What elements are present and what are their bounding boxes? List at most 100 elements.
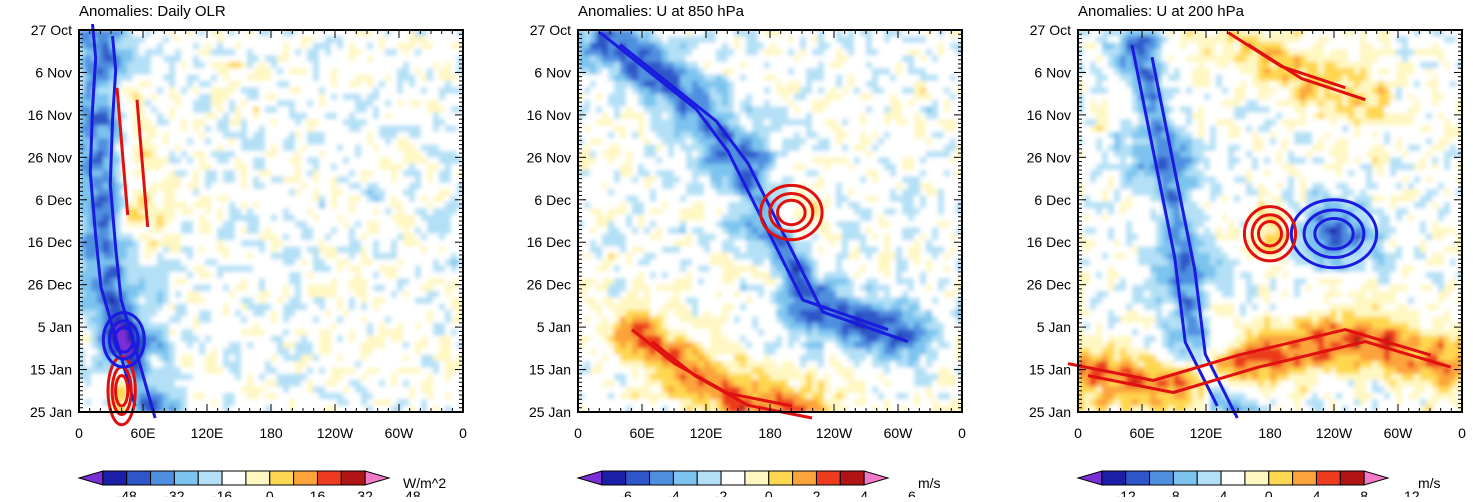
heatmap-cell <box>205 399 212 406</box>
heatmap-cell <box>313 348 320 355</box>
heatmap-cell <box>680 106 687 113</box>
heatmap-cell <box>277 227 284 234</box>
heatmap-cell <box>433 126 440 133</box>
heatmap-cell <box>301 304 308 311</box>
heatmap-cell <box>373 68 380 75</box>
heatmap-cell <box>301 145 308 152</box>
heatmap-cell <box>295 87 302 94</box>
heatmap-cell <box>301 234 308 241</box>
heatmap-cell <box>259 266 266 273</box>
heatmap-cell <box>175 253 182 260</box>
heatmap-cell <box>349 272 356 279</box>
heatmap-cell <box>229 367 236 374</box>
heatmap-cell <box>277 297 284 304</box>
heatmap-cell <box>217 399 224 406</box>
heatmap-cell <box>127 259 134 266</box>
heatmap-cell <box>884 68 891 75</box>
heatmap-cell <box>337 55 344 62</box>
heatmap-cell <box>794 87 801 94</box>
heatmap-cell <box>265 304 272 311</box>
heatmap-cell <box>175 329 182 336</box>
heatmap-cell <box>253 164 260 171</box>
heatmap-cell <box>409 100 416 107</box>
heatmap-cell <box>127 68 134 75</box>
heatmap-cell <box>283 342 290 349</box>
heatmap-cell <box>782 68 789 75</box>
heatmap-cell <box>385 157 392 164</box>
heatmap-cell <box>289 94 296 101</box>
heatmap-cell <box>307 36 314 43</box>
heatmap-cell <box>728 81 735 88</box>
heatmap-cell <box>343 399 350 406</box>
heatmap-cell <box>247 100 254 107</box>
heatmap-cell <box>644 55 651 62</box>
heatmap-cell <box>253 221 260 228</box>
heatmap-cell <box>349 387 356 394</box>
heatmap-cell <box>397 259 404 266</box>
heatmap-cell <box>415 75 422 82</box>
heatmap-cell <box>752 106 759 113</box>
heatmap-cell <box>680 81 687 88</box>
heatmap-cell <box>614 55 621 62</box>
heatmap-cell <box>361 151 368 158</box>
heatmap-cell <box>307 304 314 311</box>
heatmap-cell <box>97 94 104 101</box>
heatmap-cell <box>313 297 320 304</box>
heatmap-cell <box>139 272 146 279</box>
heatmap-cell <box>872 94 879 101</box>
heatmap-cell <box>349 259 356 266</box>
heatmap-cell <box>223 202 230 209</box>
heatmap-cell <box>722 36 729 43</box>
heatmap-cell <box>241 196 248 203</box>
heatmap-cell <box>361 164 368 171</box>
heatmap-cell <box>331 227 338 234</box>
heatmap-cell <box>602 55 609 62</box>
heatmap-cell <box>253 81 260 88</box>
heatmap-cell <box>247 157 254 164</box>
heatmap-cell <box>872 49 879 56</box>
heatmap-cell <box>451 215 458 222</box>
heatmap-cell <box>337 75 344 82</box>
heatmap-cell <box>938 68 945 75</box>
heatmap-cell <box>403 68 410 75</box>
heatmap-cell <box>277 132 284 139</box>
heatmap-cell <box>914 62 921 69</box>
heatmap-cell <box>379 317 386 324</box>
heatmap-cell <box>139 259 146 266</box>
heatmap-cell <box>331 202 338 209</box>
heatmap-cell <box>157 157 164 164</box>
heatmap-cell <box>385 374 392 381</box>
heatmap-cell <box>241 374 248 381</box>
heatmap-cell <box>373 75 380 82</box>
heatmap-cell <box>451 62 458 69</box>
heatmap-cell <box>289 189 296 196</box>
heatmap-cell <box>205 329 212 336</box>
heatmap-cell <box>169 100 176 107</box>
heatmap-cell <box>421 81 428 88</box>
heatmap-cell <box>325 215 332 222</box>
heatmap-cell <box>283 266 290 273</box>
heatmap-cell <box>211 329 218 336</box>
heatmap-cell <box>926 49 933 56</box>
heatmap-cell <box>692 49 699 56</box>
heatmap-cell <box>277 36 284 43</box>
heatmap-cell <box>241 348 248 355</box>
heatmap-cell <box>854 62 861 69</box>
heatmap-cell <box>403 387 410 394</box>
heatmap-cell <box>409 113 416 120</box>
heatmap-cell <box>187 183 194 190</box>
heatmap-cell <box>145 259 152 266</box>
heatmap-cell <box>307 113 314 120</box>
heatmap-cell <box>295 380 302 387</box>
heatmap-cell <box>337 36 344 43</box>
heatmap-cell <box>842 94 849 101</box>
heatmap-cell <box>331 113 338 120</box>
heatmap-cell <box>241 68 248 75</box>
heatmap-cell <box>788 49 795 56</box>
heatmap-cell <box>169 43 176 50</box>
heatmap-cell <box>289 62 296 69</box>
panel-title: Anomalies: Daily OLR <box>79 3 226 20</box>
heatmap-cell <box>181 329 188 336</box>
heatmap-cell <box>686 49 693 56</box>
heatmap-cell <box>295 317 302 324</box>
